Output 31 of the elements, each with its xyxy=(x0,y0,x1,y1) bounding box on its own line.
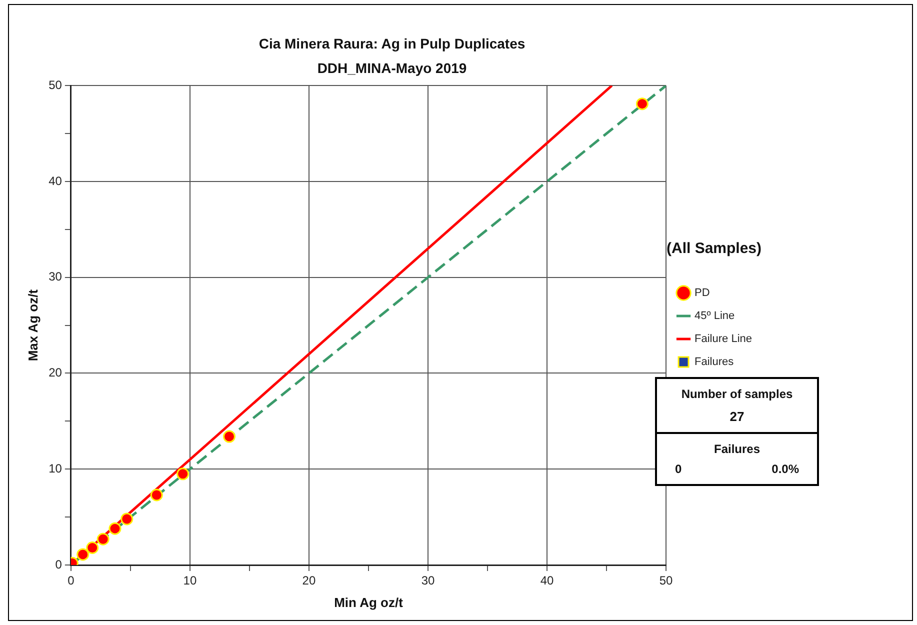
x-tick-label: 20 xyxy=(302,574,316,588)
y-tick-label: 20 xyxy=(48,366,62,380)
summary-table: Number of samples 27 Failures 0 0.0% xyxy=(655,377,819,486)
legend-label: Failure Line xyxy=(694,333,752,346)
chart-title: Cia Minera Raura: Ag in Pulp Duplicates xyxy=(258,35,526,52)
y-tick-label: 50 xyxy=(48,78,62,92)
point xyxy=(108,522,122,535)
x-tick-label: 30 xyxy=(421,574,435,588)
point xyxy=(120,512,134,526)
legend-title: (All Samples) xyxy=(666,240,762,258)
x-tick-label: 50 xyxy=(659,574,674,588)
point xyxy=(86,541,99,554)
legend-label: 45º Line xyxy=(694,310,735,322)
point xyxy=(176,468,190,480)
point xyxy=(150,488,163,502)
point xyxy=(96,532,110,546)
point xyxy=(76,548,90,561)
y-axis-title: Max Ag oz/t xyxy=(25,288,40,362)
chart-subtitle: DDH_MINA-Mayo 2019 xyxy=(317,60,467,76)
point xyxy=(636,98,648,110)
y-tick-label: 10 xyxy=(48,461,62,476)
x-axis-title: Min Ag oz/t xyxy=(334,594,404,610)
legend-label: Failures xyxy=(694,356,734,368)
x-tick-label: 10 xyxy=(183,574,197,588)
y-tick-label: 0 xyxy=(55,557,62,572)
x-tick-label: 40 xyxy=(540,574,554,588)
legend-label: PD xyxy=(694,287,710,300)
point xyxy=(222,430,236,443)
y-tick-label: 30 xyxy=(48,270,62,284)
x-tick-label: 0 xyxy=(68,574,75,588)
y-tick-label: 40 xyxy=(48,174,62,188)
